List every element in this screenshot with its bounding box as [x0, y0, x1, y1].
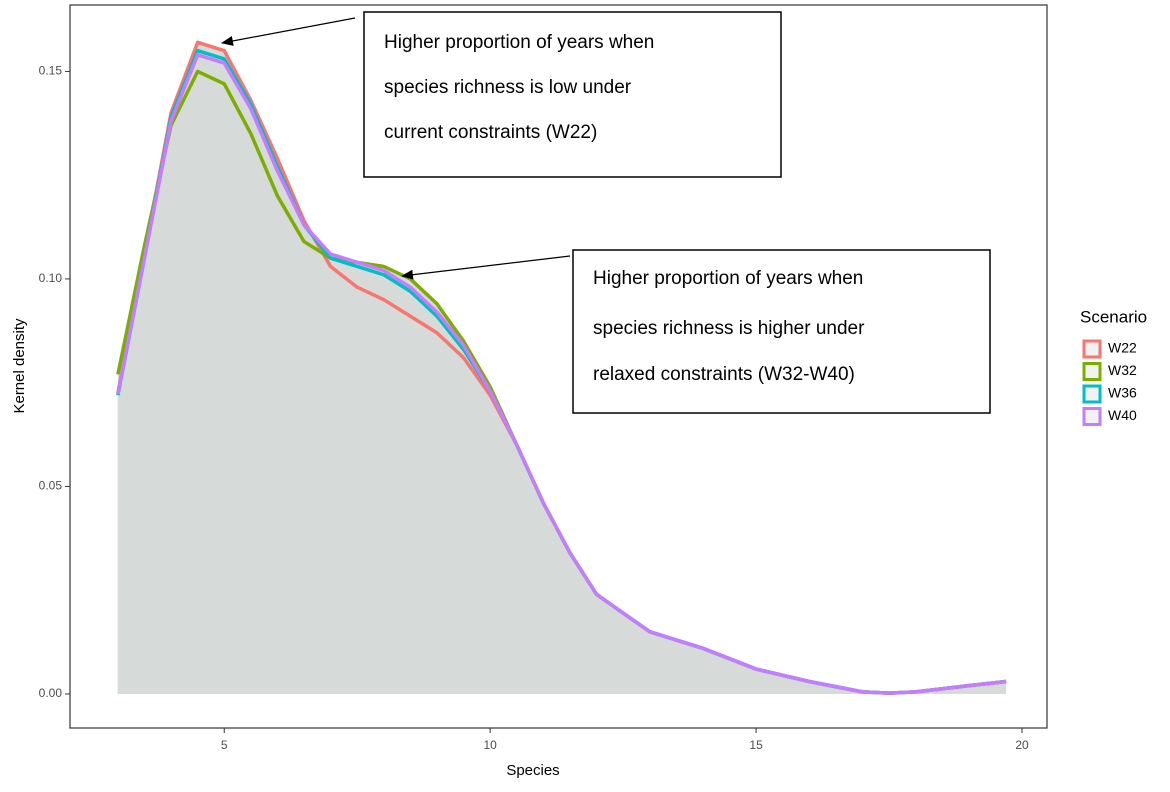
density-area — [117, 54, 1007, 694]
annotation-box — [572, 249, 991, 414]
annotation-arrow — [401, 255, 571, 280]
x-tick-label: 20 — [1015, 738, 1029, 752]
x-tick-label: 15 — [749, 738, 763, 752]
legend-label: W32 — [1108, 362, 1137, 378]
legend-label: W36 — [1108, 385, 1137, 401]
y-axis-title: Kernel density — [11, 318, 28, 414]
legend-key — [1082, 362, 1102, 381]
y-tick-label: 0.15 — [39, 64, 63, 78]
annotation-text: relaxed constraints (W32-W40) — [593, 364, 855, 385]
y-tick-label: 0.10 — [39, 271, 63, 285]
legend-key — [1082, 339, 1102, 359]
legend-label: W40 — [1108, 407, 1137, 423]
legend-title: Scenario — [1080, 307, 1147, 326]
x-tick-label: 10 — [483, 738, 497, 752]
x-axis-title: Species — [506, 762, 559, 779]
annotation-text: species richness is higher under — [593, 318, 865, 339]
y-tick-label: 0.05 — [39, 479, 63, 493]
density-line — [116, 53, 1007, 695]
annotation-text: Higher proportion of years when — [384, 32, 654, 53]
plot-area — [116, 40, 1007, 695]
annotation-arrow — [221, 17, 356, 46]
legend-key — [1082, 384, 1102, 404]
annotation-box — [363, 11, 782, 178]
y-tick-label: 0.00 — [39, 686, 63, 700]
legend-key — [1082, 407, 1102, 426]
annotation-text: current constraints (W22) — [384, 122, 597, 143]
legend-label: W22 — [1108, 340, 1137, 356]
annotation-text: Higher proportion of years when — [593, 268, 863, 289]
x-tick-label: 5 — [221, 738, 228, 752]
annotation-text: species richness is low under — [384, 77, 632, 98]
